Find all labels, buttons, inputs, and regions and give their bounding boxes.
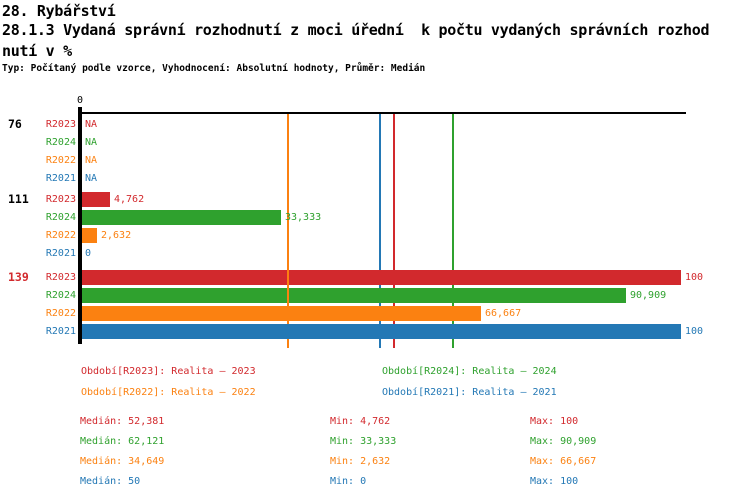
- bar-r2024: [82, 288, 626, 303]
- bar-value-label: 4,762: [114, 194, 145, 205]
- series-row-label-r2024: R2024: [45, 212, 76, 223]
- report-title: 28. Rybářství: [2, 2, 116, 20]
- stat-median-r2022: Medián: 34,649: [80, 456, 165, 467]
- series-row-label-r2021: R2021: [45, 173, 76, 184]
- series-row-label-r2022: R2022: [45, 230, 76, 241]
- stat-max-r2024: Max: 90,909: [530, 436, 597, 447]
- series-row-label-r2023: R2023: [45, 272, 76, 283]
- x-axis-line: [78, 112, 686, 114]
- bar-value-label: 90,909: [630, 290, 667, 301]
- series-row-label-r2024: R2024: [45, 290, 76, 301]
- bar-value-label: 2,632: [101, 230, 132, 241]
- bar-r2023: [82, 270, 681, 285]
- stat-min-r2021: Min: 0: [330, 476, 367, 487]
- stat-max-r2022: Max: 66,667: [530, 456, 597, 467]
- median-line-r2024: [452, 113, 454, 348]
- series-row-label-r2021: R2021: [45, 326, 76, 337]
- bar-value-label: NA: [85, 173, 98, 184]
- series-row-label-r2022: R2022: [45, 308, 76, 319]
- indicator-title-line2: nutí v %: [2, 42, 72, 60]
- bar-value-label: NA: [85, 137, 98, 148]
- stat-max-r2021: Max: 100: [530, 476, 579, 487]
- median-line-r2021: [379, 113, 381, 348]
- stat-min-r2024: Min: 33,333: [330, 436, 397, 447]
- bar-value-label: NA: [85, 119, 98, 130]
- stat-min-r2022: Min: 2,632: [330, 456, 391, 467]
- group-label: 139: [8, 270, 29, 284]
- legend-item-r2023: Období[R2023]: Realita – 2023: [81, 366, 256, 377]
- bar-r2024: [82, 210, 281, 225]
- bar-value-label: 66,667: [485, 308, 522, 319]
- stat-median-r2023: Medián: 52,381: [80, 416, 165, 427]
- group-label: 111: [8, 192, 29, 206]
- stat-min-r2023: Min: 4,762: [330, 416, 391, 427]
- stat-median-r2024: Medián: 62,121: [80, 436, 165, 447]
- bar-r2022: [82, 228, 97, 243]
- series-row-label-r2024: R2024: [45, 137, 76, 148]
- x-axis-zero-tick-label: 0: [76, 95, 84, 106]
- series-row-label-r2023: R2023: [45, 194, 76, 205]
- indicator-title-line1: 28.1.3 Vydaná správní rozhodnutí z moci …: [2, 21, 710, 39]
- bar-r2022: [82, 306, 481, 321]
- bar-value-label: 100: [685, 326, 704, 337]
- bar-r2023: [82, 192, 110, 207]
- bar-value-label: 33,333: [285, 212, 322, 223]
- group-label: 76: [8, 117, 22, 131]
- bar-r2021: [82, 324, 681, 339]
- series-row-label-r2022: R2022: [45, 155, 76, 166]
- series-row-label-r2023: R2023: [45, 119, 76, 130]
- y-axis-line: [78, 107, 82, 344]
- bar-value-label: NA: [85, 155, 98, 166]
- median-line-r2022: [287, 113, 289, 348]
- bar-value-label: 0: [85, 248, 92, 259]
- legend-item-r2022: Období[R2022]: Realita – 2022: [81, 387, 256, 398]
- legend-item-r2021: Období[R2021]: Realita – 2021: [382, 387, 557, 398]
- legend-item-r2024: Období[R2024]: Realita – 2024: [382, 366, 557, 377]
- series-row-label-r2021: R2021: [45, 248, 76, 259]
- stat-median-r2021: Medián: 50: [80, 476, 141, 487]
- report-meta: Typ: Počítaný podle vzorce, Vyhodnocení:…: [2, 63, 426, 74]
- median-line-r2023: [393, 113, 395, 348]
- bar-value-label: 100: [685, 272, 704, 283]
- stat-max-r2023: Max: 100: [530, 416, 579, 427]
